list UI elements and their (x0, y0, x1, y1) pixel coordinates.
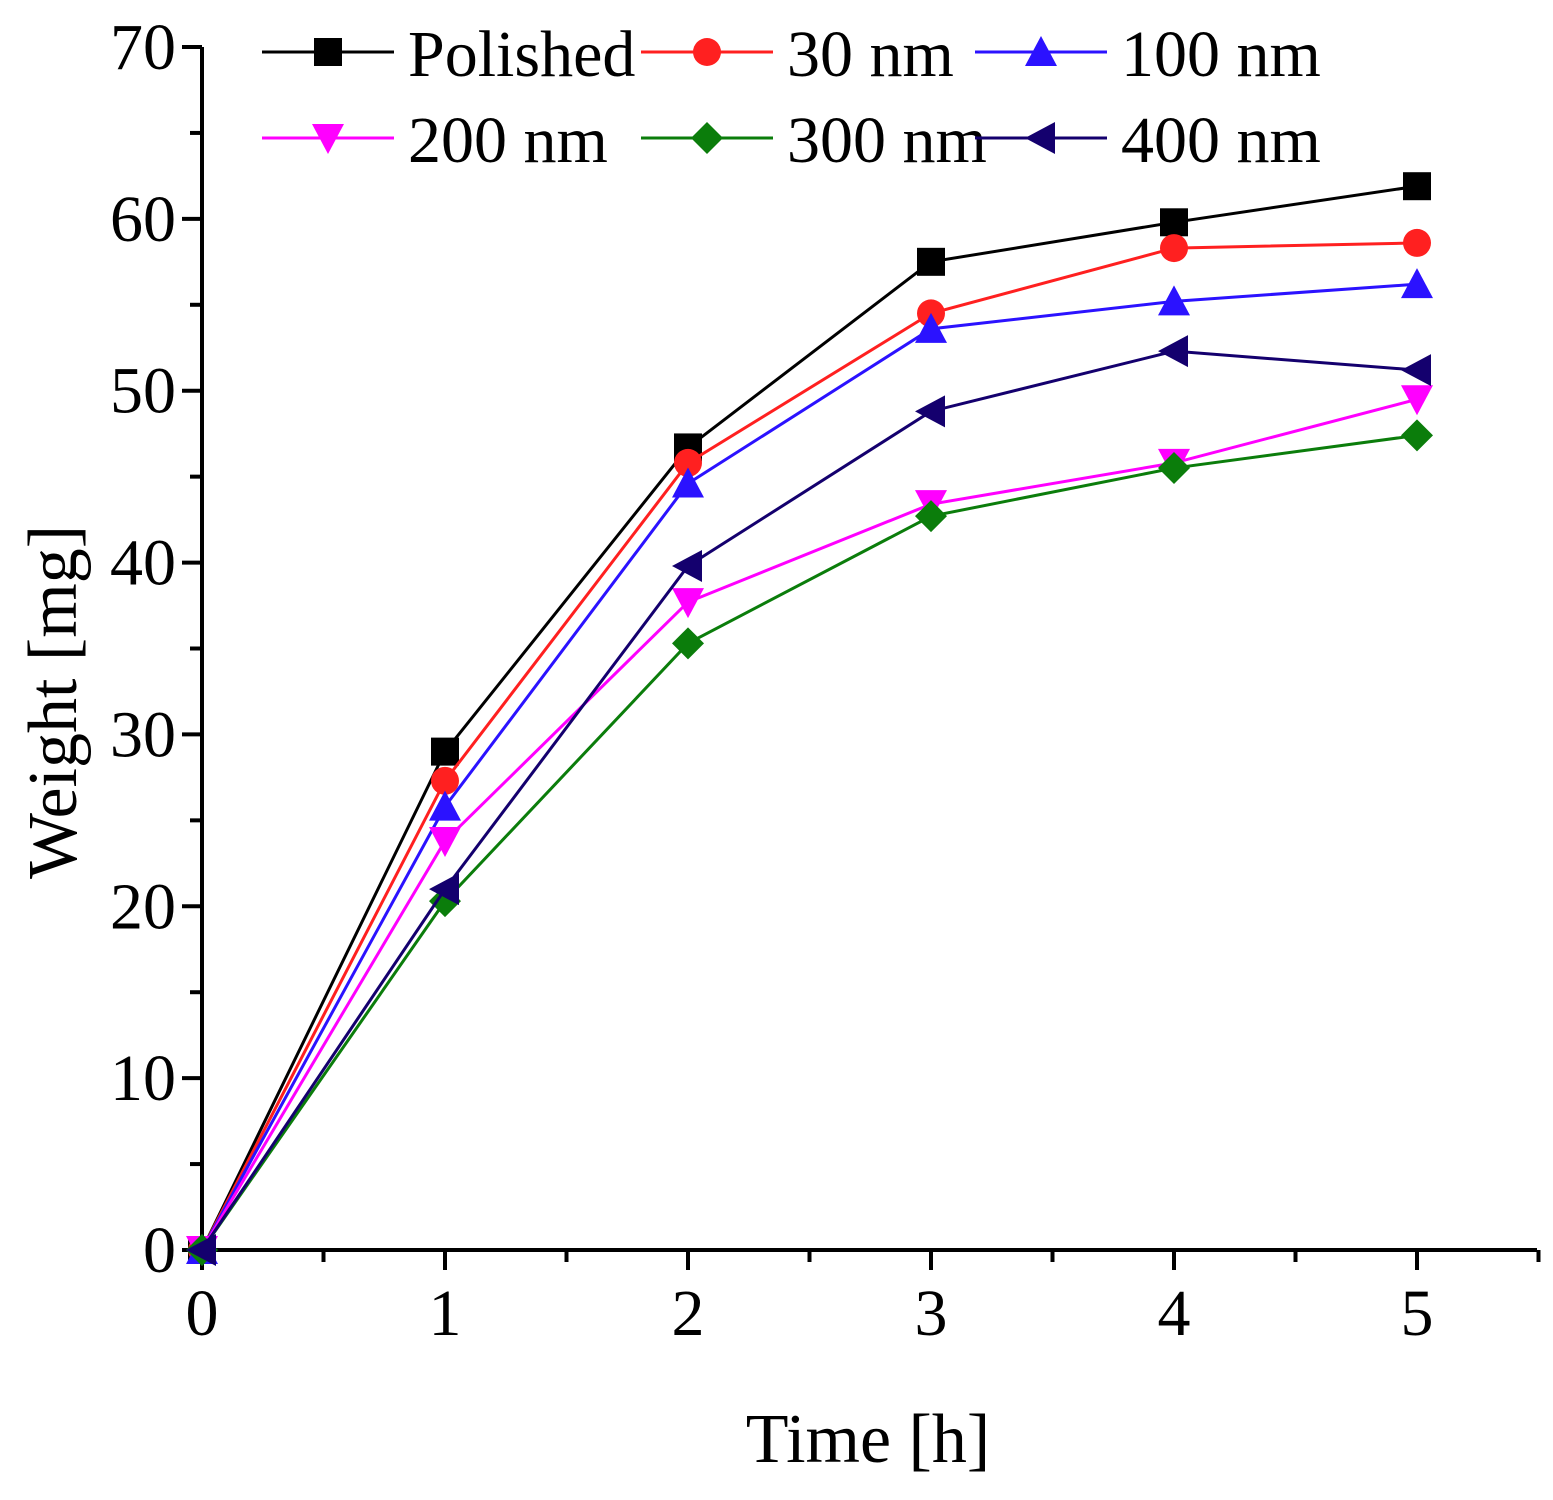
data-point (186, 1234, 216, 1266)
axes: 0 1 2 3 4 5 0 10 20 30 40 50 60 70 (110, 11, 1541, 1350)
data-point (431, 766, 459, 795)
data-point (672, 550, 702, 583)
legend-item: Polished (262, 18, 635, 91)
legend-marker (693, 38, 721, 66)
series-100-nm (186, 268, 1433, 1264)
data-point (915, 395, 945, 428)
y-tick-label: 50 (110, 355, 176, 428)
series-line (200, 349, 1418, 1251)
y-tick-label: 30 (110, 698, 176, 771)
y-tick-label: 70 (110, 11, 176, 84)
legend-marker (314, 38, 342, 66)
series-line (200, 241, 1418, 1251)
legend-label: 300 nm (787, 104, 987, 177)
data-point (917, 247, 945, 276)
series-line (200, 397, 1418, 1251)
x-ticks: 0 1 2 3 4 5 (186, 1250, 1541, 1350)
legend-label: 100 nm (1121, 18, 1321, 91)
x-tick-label: 5 (1401, 1277, 1434, 1350)
data-point (915, 500, 947, 533)
legend-item: 400 nm (975, 104, 1321, 177)
data-point (431, 737, 459, 766)
data-point (1401, 419, 1433, 452)
data-point (672, 627, 704, 660)
data-point (1160, 234, 1188, 263)
data-point (672, 467, 704, 498)
legend-item: 30 nm (641, 18, 954, 91)
series-line (200, 184, 1418, 1251)
legend-marker (1025, 36, 1057, 66)
y-tick-label: 40 (110, 527, 176, 600)
y-tick-label: 0 (143, 1214, 176, 1287)
legend-label: 30 nm (787, 18, 954, 91)
data-point (1401, 268, 1433, 299)
legend-marker (312, 124, 344, 154)
data-point (429, 790, 461, 821)
series-polished (188, 172, 1431, 1264)
x-tick-label: 2 (672, 1277, 705, 1350)
y-tick-label: 10 (110, 1042, 176, 1115)
legend-item: 100 nm (975, 18, 1321, 91)
legend-item: 300 nm (641, 104, 987, 177)
x-tick-label: 0 (186, 1277, 219, 1350)
y-tick-label: 60 (110, 183, 176, 256)
legend-label: Polished (408, 18, 635, 91)
y-axis-title: Weight [mg] (15, 525, 92, 879)
legend-label: 400 nm (1121, 104, 1321, 177)
series-200-nm (186, 385, 1433, 1266)
x-axis-title: Time [h] (746, 1401, 990, 1478)
legend-item: 200 nm (262, 104, 608, 177)
y-tick-label: 20 (110, 870, 176, 943)
legend-marker (1025, 122, 1055, 154)
x-tick-label: 3 (915, 1277, 948, 1350)
data-point (1401, 354, 1431, 387)
series-line (200, 282, 1418, 1251)
data-point (674, 448, 702, 477)
x-tick-label: 4 (1158, 1277, 1191, 1350)
data-point (1401, 385, 1433, 416)
legend-marker (691, 122, 723, 154)
data-point (1403, 228, 1431, 257)
series-line (200, 433, 1418, 1251)
x-tick-label: 1 (429, 1277, 462, 1350)
data-point (429, 873, 459, 906)
plot-series (186, 172, 1433, 1266)
series-300-nm (186, 419, 1433, 1266)
data-point (1158, 335, 1188, 368)
data-point (915, 312, 947, 343)
data-point (429, 826, 461, 857)
data-point (1158, 452, 1190, 485)
data-point (672, 588, 704, 619)
data-point (1160, 208, 1188, 237)
legend-label: 200 nm (408, 104, 608, 177)
y-ticks: 0 10 20 30 40 50 60 70 (110, 11, 202, 1287)
legend: Polished 30 nm 100 nm 200 nm 300 nm 400 nm (262, 18, 1321, 177)
series-400-nm (186, 335, 1431, 1266)
data-point (1158, 285, 1190, 316)
data-point (1403, 172, 1431, 201)
series-30-nm (188, 228, 1431, 1264)
